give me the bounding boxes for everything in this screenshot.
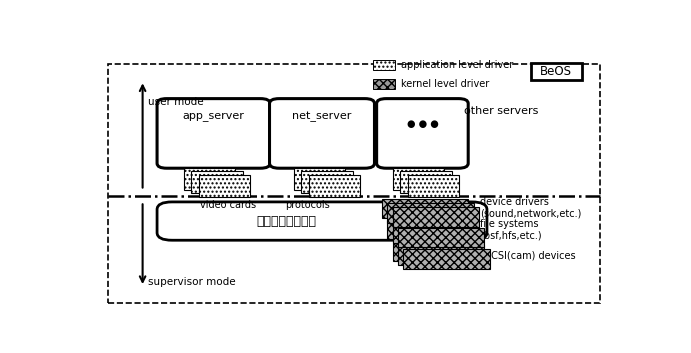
Text: other servers: other servers xyxy=(464,106,538,116)
Text: マイクロカーネル: マイクロカーネル xyxy=(256,215,316,228)
FancyBboxPatch shape xyxy=(373,60,395,70)
FancyBboxPatch shape xyxy=(157,98,270,168)
Text: device drivers
(sound,network,etc.): device drivers (sound,network,etc.) xyxy=(480,197,581,218)
Text: user mode: user mode xyxy=(148,97,204,107)
FancyBboxPatch shape xyxy=(398,228,484,247)
Text: video cards: video cards xyxy=(200,201,256,210)
Bar xyxy=(108,64,600,303)
FancyBboxPatch shape xyxy=(388,220,473,239)
Text: net_server: net_server xyxy=(292,112,352,122)
FancyBboxPatch shape xyxy=(191,172,243,193)
FancyBboxPatch shape xyxy=(408,175,459,197)
FancyBboxPatch shape xyxy=(392,168,444,190)
Text: kernel level driver: kernel level driver xyxy=(401,79,489,89)
FancyBboxPatch shape xyxy=(400,172,452,193)
Text: SCSI(cam) devices: SCSI(cam) devices xyxy=(485,251,576,261)
FancyBboxPatch shape xyxy=(531,63,582,80)
FancyBboxPatch shape xyxy=(301,172,352,193)
Text: supervisor mode: supervisor mode xyxy=(148,276,236,287)
FancyBboxPatch shape xyxy=(404,250,490,269)
FancyBboxPatch shape xyxy=(392,207,479,227)
Text: ● ● ●: ● ● ● xyxy=(406,119,438,130)
FancyBboxPatch shape xyxy=(392,241,479,261)
FancyBboxPatch shape xyxy=(184,168,235,190)
Text: BeOS: BeOS xyxy=(540,65,572,78)
FancyBboxPatch shape xyxy=(377,98,468,168)
FancyBboxPatch shape xyxy=(309,175,360,197)
FancyBboxPatch shape xyxy=(269,98,375,168)
FancyBboxPatch shape xyxy=(398,245,484,265)
Text: application level driver: application level driver xyxy=(401,60,513,70)
FancyBboxPatch shape xyxy=(382,199,468,219)
FancyBboxPatch shape xyxy=(157,202,487,240)
FancyBboxPatch shape xyxy=(373,79,395,89)
Text: file systems
(bsf,hfs,etc.): file systems (bsf,hfs,etc.) xyxy=(480,219,542,241)
FancyBboxPatch shape xyxy=(294,168,345,190)
Text: app_server: app_server xyxy=(182,112,245,122)
FancyBboxPatch shape xyxy=(199,175,250,197)
FancyBboxPatch shape xyxy=(392,224,479,243)
Text: protocols: protocols xyxy=(285,201,330,210)
FancyBboxPatch shape xyxy=(388,203,473,223)
